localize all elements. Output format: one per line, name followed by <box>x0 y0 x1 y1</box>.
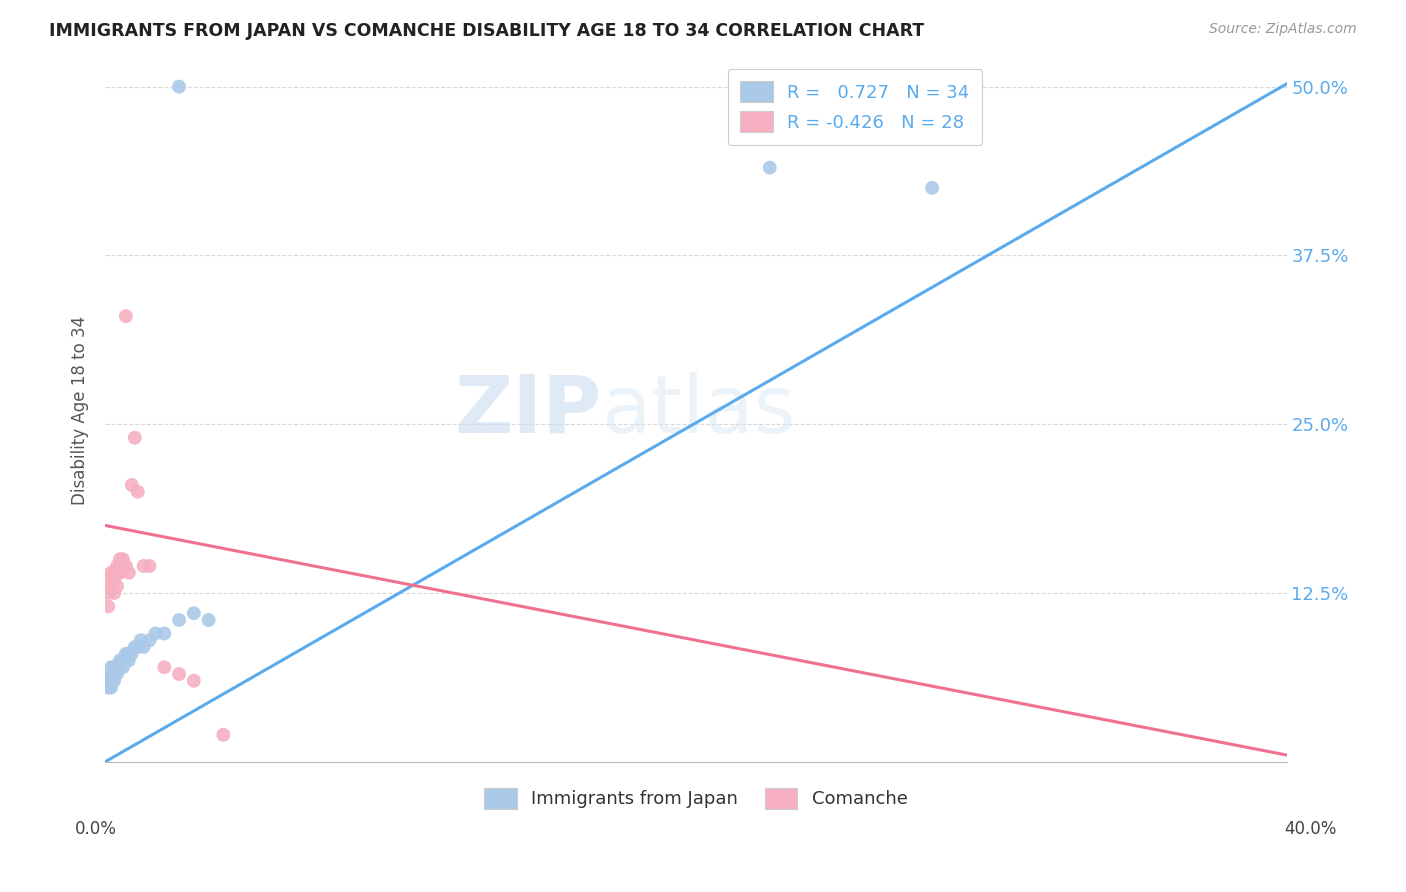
Point <box>921 181 943 195</box>
Point <box>103 673 125 688</box>
Point <box>124 640 146 654</box>
Point <box>111 653 134 667</box>
Point <box>108 566 131 580</box>
Text: 0.0%: 0.0% <box>75 820 117 838</box>
Point <box>127 484 149 499</box>
Text: Source: ZipAtlas.com: Source: ZipAtlas.com <box>1209 22 1357 37</box>
Point <box>108 660 131 674</box>
Point <box>108 559 131 574</box>
Point <box>118 647 141 661</box>
Point <box>97 586 120 600</box>
Point <box>167 79 190 94</box>
Point <box>124 431 146 445</box>
Point <box>167 667 190 681</box>
Point <box>100 579 122 593</box>
Point <box>197 613 219 627</box>
Point <box>100 660 122 674</box>
Point <box>103 566 125 580</box>
Point <box>183 606 205 620</box>
Point <box>100 573 122 587</box>
Point <box>118 566 141 580</box>
Point <box>97 673 120 688</box>
Point <box>105 579 128 593</box>
Point <box>121 647 143 661</box>
Point <box>758 161 780 175</box>
Point <box>145 626 167 640</box>
Point <box>105 667 128 681</box>
Point <box>153 626 176 640</box>
Point <box>103 586 125 600</box>
Point <box>100 673 122 688</box>
Y-axis label: Disability Age 18 to 34: Disability Age 18 to 34 <box>72 316 89 505</box>
Point <box>183 673 205 688</box>
Text: ZIP: ZIP <box>454 372 602 450</box>
Point <box>100 667 122 681</box>
Point <box>118 653 141 667</box>
Point <box>103 573 125 587</box>
Point <box>132 559 155 574</box>
Point <box>153 660 176 674</box>
Text: IMMIGRANTS FROM JAPAN VS COMANCHE DISABILITY AGE 18 TO 34 CORRELATION CHART: IMMIGRANTS FROM JAPAN VS COMANCHE DISABI… <box>49 22 925 40</box>
Point <box>138 559 160 574</box>
Point <box>105 559 128 574</box>
Point <box>132 640 155 654</box>
Point <box>100 566 122 580</box>
Point <box>111 552 134 566</box>
Point <box>103 660 125 674</box>
Point <box>115 309 138 323</box>
Point <box>115 559 138 574</box>
Point <box>108 653 131 667</box>
Point <box>115 653 138 667</box>
Point <box>111 559 134 574</box>
Point <box>100 681 122 695</box>
Point <box>212 728 235 742</box>
Point <box>103 667 125 681</box>
Point <box>115 647 138 661</box>
Point <box>108 552 131 566</box>
Point <box>97 667 120 681</box>
Point <box>138 633 160 648</box>
Text: atlas: atlas <box>602 372 796 450</box>
Point <box>97 681 120 695</box>
Text: 40.0%: 40.0% <box>1284 820 1337 838</box>
Point <box>105 660 128 674</box>
Point <box>121 478 143 492</box>
Point <box>97 599 120 614</box>
Point <box>129 633 152 648</box>
Point <box>127 640 149 654</box>
Point <box>167 613 190 627</box>
Point <box>111 660 134 674</box>
Legend: Immigrants from Japan, Comanche: Immigrants from Japan, Comanche <box>477 780 915 816</box>
Point <box>105 566 128 580</box>
